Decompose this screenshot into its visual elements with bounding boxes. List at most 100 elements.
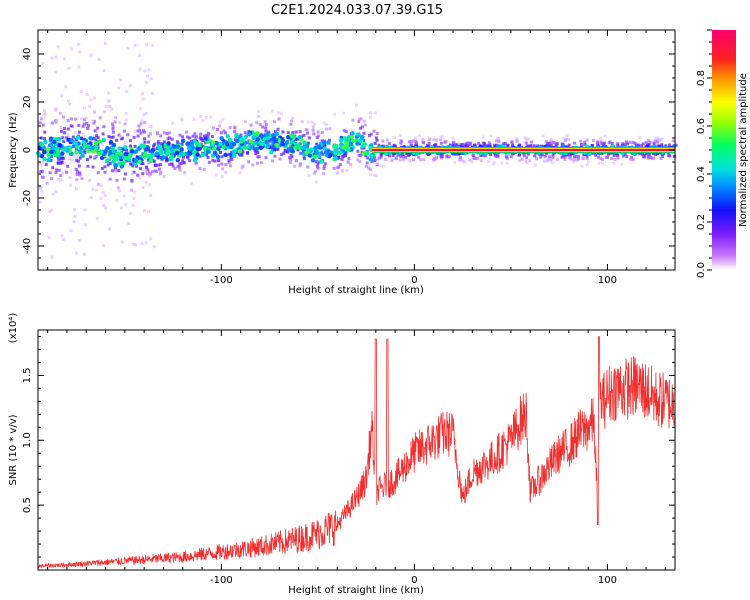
spectrogram-point	[594, 153, 598, 157]
spectrogram-point	[128, 84, 132, 88]
spectrogram-point	[149, 124, 153, 128]
spectrogram-point	[123, 122, 127, 126]
colorbar-tick-label: 0.8	[696, 70, 707, 86]
spectrogram-point	[344, 154, 348, 158]
spectrogram-point	[218, 141, 223, 147]
spectrogram-point	[74, 167, 78, 171]
spectrogram-point	[162, 140, 166, 144]
spectrogram-point	[518, 143, 522, 147]
spectrogram-point	[496, 153, 500, 157]
spectrogram-point	[62, 237, 66, 241]
spectrogram-point	[166, 158, 170, 162]
spectrogram-point	[390, 158, 394, 162]
spectrogram-point	[551, 155, 555, 159]
spectrogram-point	[239, 137, 244, 142]
spectrogram-point	[220, 155, 224, 159]
spectrogram-point	[334, 143, 339, 149]
spectrogram-point	[433, 143, 437, 147]
spectrogram-point	[163, 151, 167, 155]
spectrogram-point	[83, 223, 87, 227]
snr-y-axis-title: SNR (10 * v/v)	[8, 414, 19, 485]
spectrogram-point	[439, 141, 443, 145]
spectrogram-point	[359, 117, 363, 121]
spectrogram-point	[641, 142, 645, 146]
spectrogram-point	[210, 146, 214, 150]
spectrogram-point	[573, 155, 577, 159]
spectrogram-point	[321, 152, 325, 156]
spectrogram-point	[308, 148, 313, 154]
spectrogram-point	[133, 190, 137, 194]
spectrogram-point	[176, 165, 180, 169]
spectrogram-point	[147, 161, 151, 165]
spectrogram-point	[81, 140, 86, 145]
spectrogram-point	[463, 144, 467, 148]
spectrogram-point	[103, 165, 107, 169]
spectrogram-point	[144, 241, 148, 245]
spectrogram-point	[652, 142, 656, 146]
spectrogram-point	[230, 150, 234, 154]
spectrogram-point	[142, 129, 146, 133]
spectrogram-point	[175, 157, 180, 163]
spectrogram-point	[642, 154, 646, 158]
spectrogram-y-tick-label: 0	[22, 147, 33, 153]
spectrogram-point	[171, 164, 175, 168]
spectrogram-point	[458, 156, 462, 160]
spectrogram-point	[194, 161, 198, 165]
spectrogram-point	[606, 152, 610, 156]
spectrogram-point	[73, 208, 77, 212]
spectrogram-point	[225, 134, 230, 139]
spectrogram-point	[349, 134, 355, 140]
spectrogram-point	[149, 237, 153, 241]
spectrogram-point	[280, 153, 284, 157]
spectrogram-point	[125, 90, 129, 94]
spectrogram-point	[291, 116, 295, 120]
snr-series	[37, 336, 676, 569]
spectrogram-point	[256, 151, 260, 155]
spectrogram-point	[48, 209, 52, 213]
spectrogram-point	[524, 141, 528, 145]
spectrogram-point	[99, 155, 105, 161]
spectrogram-point	[392, 136, 396, 140]
spectrogram-point	[509, 155, 513, 159]
spectrogram-point	[111, 159, 116, 164]
spectrogram-point	[109, 155, 114, 160]
spectrogram-point	[227, 137, 233, 143]
spectrogram-point	[69, 229, 73, 233]
spectrogram-point	[105, 158, 110, 163]
spectrogram-point	[497, 139, 501, 143]
snr-y-scale-label: (x10⁴)	[8, 313, 19, 344]
colorbar-tick-label: 0.0	[696, 262, 707, 278]
spectrogram-point	[289, 137, 293, 141]
spectrogram-point	[111, 127, 115, 131]
spectrogram-point	[511, 143, 515, 147]
spectrogram-point	[290, 155, 294, 159]
spectrogram-point	[339, 138, 344, 143]
spectrogram-point	[344, 143, 349, 148]
spectrogram-point	[144, 147, 149, 152]
spectrogram-point	[85, 121, 89, 125]
spectrogram-point	[57, 168, 61, 172]
spectrogram-point	[122, 194, 126, 198]
spectrogram-point	[412, 139, 416, 143]
spectrogram-point	[219, 120, 223, 124]
spectrogram-point	[540, 153, 544, 157]
spectrogram-point	[108, 104, 112, 108]
spectrogram-point	[412, 158, 416, 162]
spectrogram-point	[233, 125, 237, 129]
spectrogram-point	[64, 85, 68, 89]
spectrogram-point	[583, 142, 587, 146]
spectrogram-point	[79, 146, 84, 151]
spectrogram-point	[77, 130, 81, 134]
spectrogram-point	[285, 135, 291, 140]
spectrogram-point	[324, 127, 328, 131]
spectrogram-point	[179, 151, 184, 157]
spectrogram-y-tick-label: 40	[22, 48, 33, 61]
spectrogram-point	[169, 156, 174, 162]
spectrogram-point	[103, 194, 107, 198]
spectrogram-point	[66, 133, 70, 137]
spectrogram-point	[280, 138, 285, 143]
spectrogram-point	[74, 155, 78, 159]
spectrogram-point	[138, 107, 142, 111]
colorbar-tick-label: 0.2	[696, 214, 707, 230]
spectrogram-point	[72, 140, 78, 146]
